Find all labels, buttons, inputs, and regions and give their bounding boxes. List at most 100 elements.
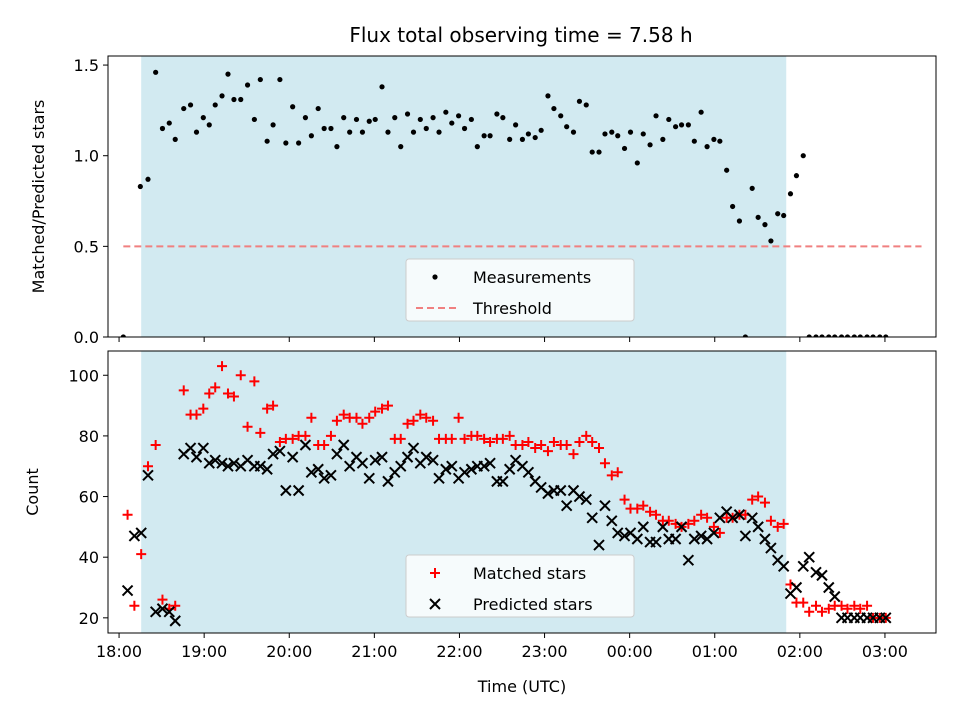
data-point [651,509,662,520]
data-point [334,144,340,150]
data-point [704,144,710,150]
data-point [688,533,701,545]
data-point [678,122,685,128]
data-point [823,603,834,614]
data-point [811,600,822,611]
data-point [522,466,535,478]
data-point [456,113,462,119]
x-tick-label: 20:00 [266,642,312,661]
data-point [618,530,631,542]
data-point [855,603,866,614]
data-point [392,115,398,121]
data-point [530,443,541,454]
data-point [338,439,350,451]
data-point [325,469,337,482]
data-point [249,376,260,387]
data-point [832,334,838,337]
data-point [619,494,630,505]
y-axis-label: Count [23,468,42,516]
data-point [331,448,343,460]
data-point [204,388,215,399]
data-point [775,211,781,217]
data-point [254,460,267,472]
data-point [726,512,739,524]
data-point [487,133,493,139]
data-point [519,136,526,142]
data-point [377,403,388,414]
data-point [433,472,445,485]
data-point [235,370,246,381]
data-point [586,512,598,524]
data-point [733,509,746,521]
data-point [813,334,819,337]
data-point [219,93,225,99]
data-point [382,400,393,411]
data-point [545,93,551,99]
data-point [200,115,206,121]
x-tick-label: 01:00 [692,642,738,661]
data-point [481,133,487,139]
data-point [570,129,577,135]
data-point [880,612,892,624]
data-point [468,116,474,123]
y-tick-label: 1.0 [74,147,99,166]
data-point [415,409,426,420]
data-point [816,569,828,582]
data-point [257,76,263,83]
data-point [203,457,215,469]
data-point [555,484,567,497]
data-point [645,506,656,517]
data-point [479,433,490,444]
data-point [836,600,847,611]
data-point [472,430,483,441]
data-point [804,606,815,617]
data-point [209,454,221,466]
data-point [536,440,547,450]
data-point [650,536,662,548]
plot-area [120,69,922,337]
data-point [787,191,794,197]
data-point [862,600,873,611]
count-panel: 20 40 60 80 100 18:00 19:00 20:00 21:00 22:00 23:0… [23,350,937,696]
data-point [353,116,360,123]
data-point [222,460,234,472]
data-point [675,521,688,533]
data-point [156,603,169,615]
data-point [574,436,585,447]
data-point [631,533,644,545]
data-point [181,105,187,112]
data-point [484,457,496,469]
data-point [870,334,876,337]
data-point [883,334,889,337]
data-point [440,463,452,475]
data-point [810,566,822,579]
legend-label: Predicted stars [473,595,593,614]
data-point [190,451,203,463]
x-tick-label: 00:00 [607,642,653,661]
x-axis-label: Time (UTC) [477,677,566,696]
data-point [407,442,420,454]
data-point [321,125,327,132]
data-point [691,138,697,144]
data-point [319,440,330,450]
data-point [370,406,381,417]
data-point [730,203,736,210]
data-point [599,458,610,469]
data-point [305,466,318,478]
data-point [461,125,468,132]
data-point [800,153,806,159]
data-point [135,527,147,539]
data-point [172,136,178,142]
data-point [274,445,286,457]
data-point [759,533,771,545]
data-point [753,491,764,502]
data-point [842,603,853,614]
data-point [449,120,455,126]
data-point [184,442,197,454]
data-point [781,212,787,219]
data-point [647,142,653,148]
data-point [328,125,334,132]
data-point [137,183,143,190]
data-point [296,140,302,146]
data-point [225,71,231,77]
